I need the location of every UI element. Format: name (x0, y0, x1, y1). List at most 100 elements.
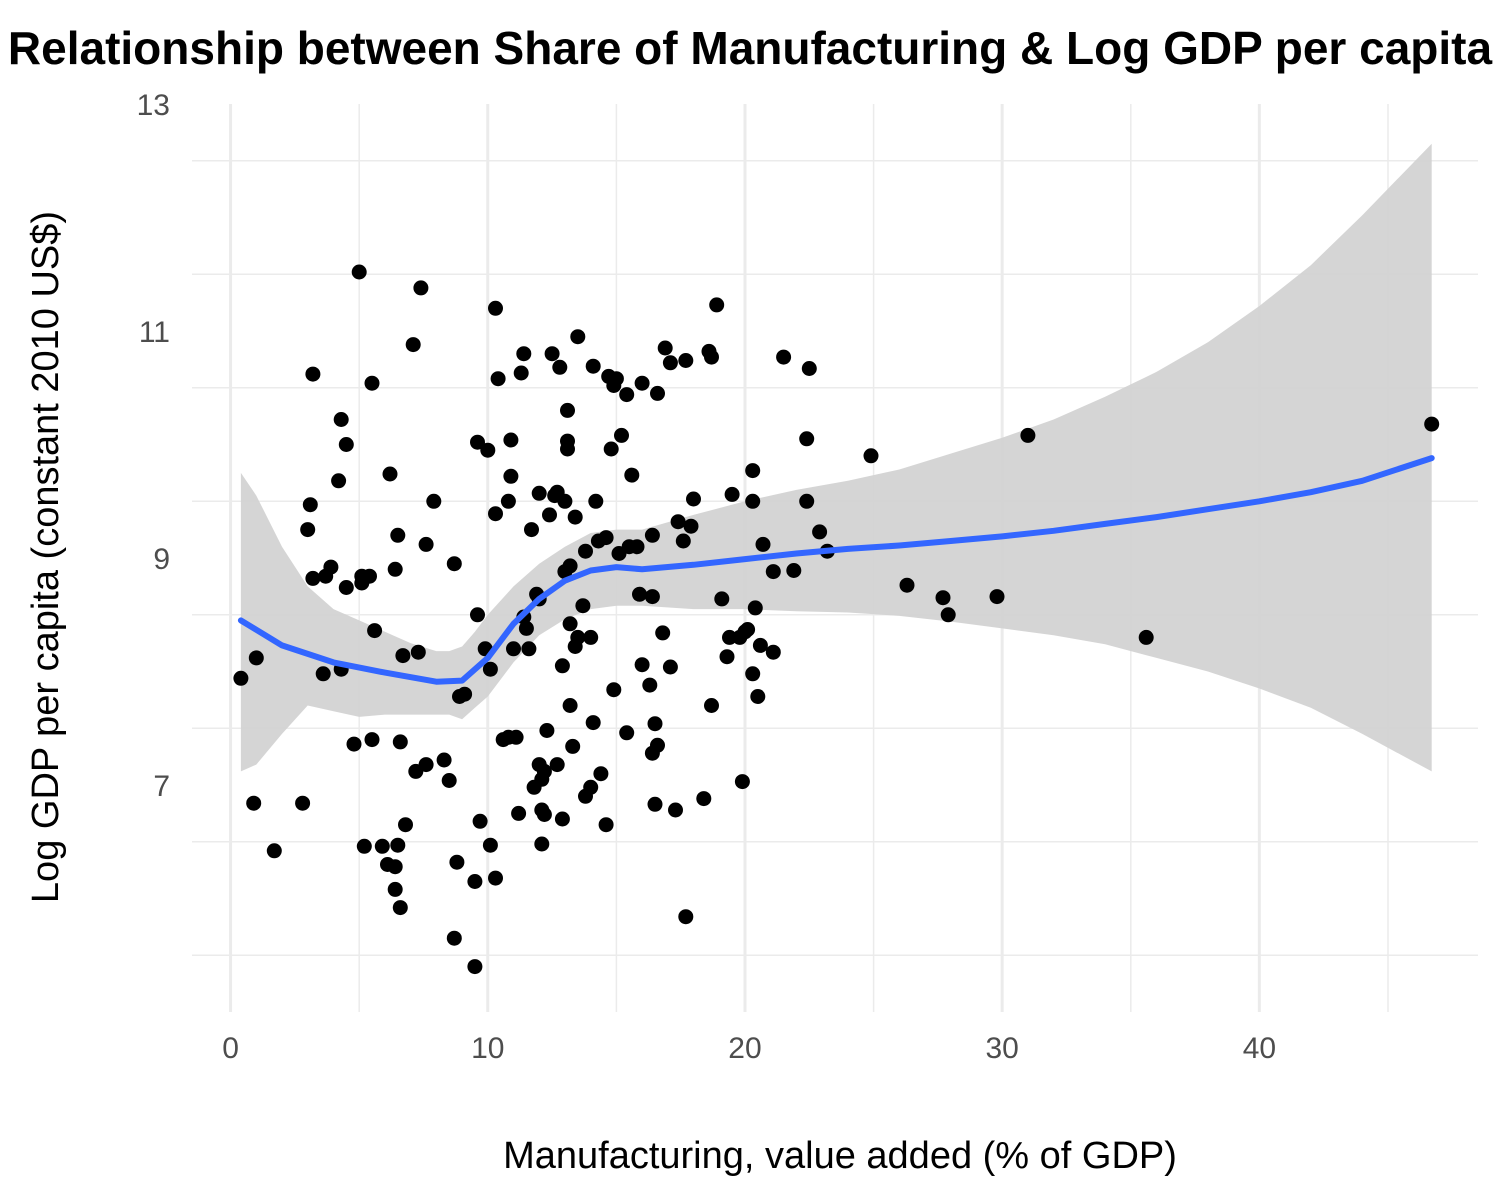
data-point (470, 434, 485, 450)
data-point (410, 644, 426, 660)
data-point (503, 432, 519, 448)
data-point (390, 527, 406, 543)
data-point (583, 779, 599, 795)
data-point (670, 514, 686, 530)
data-point (488, 870, 503, 886)
data-point (367, 623, 383, 639)
data-point (418, 757, 434, 773)
data-point (734, 774, 750, 790)
data-point (511, 805, 527, 821)
data-point (812, 524, 828, 540)
data-point (704, 349, 719, 365)
data-point (935, 590, 951, 606)
data-point (333, 412, 349, 427)
data-point (524, 522, 539, 538)
data-point (398, 817, 413, 833)
data-point (323, 559, 339, 575)
data-point (390, 837, 406, 853)
data-point (542, 507, 557, 523)
data-point (755, 536, 771, 552)
data-point (678, 909, 694, 925)
chart-title: Relationship between Share of Manufactur… (8, 22, 1493, 74)
data-point (752, 637, 768, 653)
data-point (1020, 427, 1036, 443)
data-point (750, 689, 766, 704)
x-tick-label: 20 (728, 1032, 761, 1065)
data-point (387, 859, 403, 875)
data-point (516, 346, 532, 362)
data-point (500, 493, 516, 509)
x-tick-label: 0 (222, 1032, 239, 1065)
data-point (392, 734, 408, 750)
data-point (248, 650, 264, 666)
data-point (585, 358, 601, 374)
smooth-line-group (237, 455, 1435, 685)
data-point (490, 371, 506, 387)
data-point (662, 355, 678, 371)
data-point (472, 813, 488, 829)
data-point (302, 497, 318, 513)
data-point (449, 854, 465, 870)
data-point (418, 536, 434, 552)
data-point (683, 518, 699, 534)
data-point (583, 629, 599, 645)
data-point (614, 427, 629, 443)
data-point (405, 337, 421, 353)
data-point (567, 509, 583, 525)
data-point (554, 658, 570, 674)
x-tick-label: 40 (1243, 1032, 1276, 1065)
data-point (482, 837, 498, 853)
data-point (745, 666, 761, 682)
data-point (426, 493, 442, 509)
data-point (338, 437, 354, 452)
x-tick-label: 10 (471, 1032, 504, 1065)
data-point (305, 570, 321, 586)
data-point (503, 468, 519, 484)
data-point (436, 752, 452, 768)
data-point (629, 539, 645, 555)
data-point (632, 586, 647, 602)
data-point (482, 661, 498, 677)
data-points (233, 264, 1440, 975)
data-point (799, 431, 815, 447)
data-point (722, 629, 737, 645)
data-point (457, 686, 473, 702)
data-point (634, 375, 650, 391)
x-tick-label: 30 (985, 1032, 1018, 1065)
data-point (634, 657, 650, 673)
data-point (346, 736, 362, 752)
data-point (578, 543, 593, 559)
data-point (598, 530, 614, 546)
data-point (655, 625, 671, 641)
data-point (650, 385, 665, 401)
data-point (549, 757, 565, 773)
data-point (233, 670, 249, 686)
data-point (650, 737, 665, 753)
data-point (719, 649, 735, 665)
data-point (593, 766, 609, 782)
data-point (536, 807, 552, 822)
data-point (799, 493, 815, 509)
data-point (714, 591, 730, 607)
data-point (395, 648, 411, 664)
data-point (488, 506, 503, 522)
data-point (704, 698, 719, 713)
data-point (351, 264, 367, 280)
data-point (441, 773, 457, 788)
data-point (480, 442, 496, 458)
data-point (518, 620, 534, 636)
data-point (392, 900, 408, 916)
data-point (387, 561, 403, 577)
data-point (570, 329, 586, 345)
data-point (606, 682, 622, 698)
confidence-band-group (240, 143, 1432, 772)
y-tick-label: 13 (137, 89, 170, 122)
data-point (644, 527, 660, 543)
data-point (657, 340, 673, 356)
data-point (513, 365, 529, 381)
data-point (562, 616, 578, 632)
data-point (488, 300, 503, 316)
data-point (467, 874, 483, 889)
data-point (331, 473, 347, 489)
